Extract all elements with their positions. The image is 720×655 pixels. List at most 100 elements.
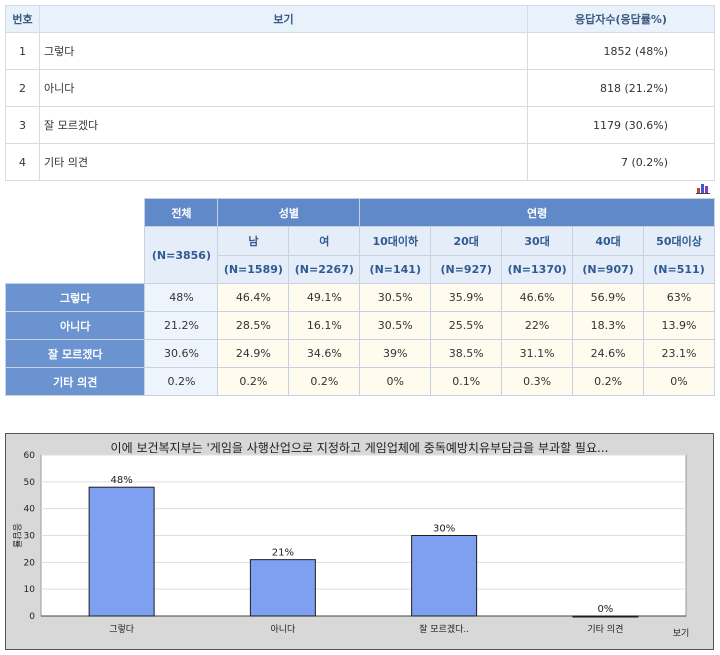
header-num: 번호 [5, 5, 40, 33]
row-responses: 1852 (48%) [527, 32, 715, 70]
row-option: 아니다 [39, 69, 528, 107]
data-label: 21% [272, 548, 294, 559]
chart-title: 이에 보건복지부는 '게임을 사행산업으로 지정하고 게임업체에 중독예방치유부… [110, 441, 609, 455]
cell: 0% [643, 367, 715, 396]
row-num: 4 [5, 143, 40, 181]
table-row: 기타 의견 0.2% 0.2% 0.2% 0% 0.1% 0.3% 0.2% 0… [4, 367, 715, 396]
cell: 22% [501, 311, 574, 340]
data-label: 48% [111, 475, 133, 486]
cell: 0.2% [572, 367, 645, 396]
row-total: 30.6% [144, 339, 219, 368]
col-n-40s: (N=907) [572, 255, 645, 284]
row-option: 기타 의견 [39, 143, 528, 181]
cell: 56.9% [572, 283, 645, 312]
table-row: 4 기타 의견 7 (0.2%) [5, 143, 715, 181]
cell: 39% [359, 339, 432, 368]
y-axis-label: 응답률 [11, 523, 23, 548]
cell: 0.2% [217, 367, 290, 396]
col-label-40s: 40대 [572, 226, 645, 256]
row-label: 그렇다 [4, 283, 146, 312]
age-header: 연령 [359, 198, 715, 227]
total-header: 전체 [144, 198, 219, 227]
cell: 16.1% [288, 311, 361, 340]
row-responses: 818 (21.2%) [527, 69, 715, 107]
cell: 46.4% [217, 283, 290, 312]
cell: 34.6% [288, 339, 361, 368]
x-axis-label: 보기 [673, 628, 690, 639]
col-label-30s: 30대 [501, 226, 574, 256]
col-n-30s: (N=1370) [501, 255, 574, 284]
cell: 46.6% [501, 283, 574, 312]
y-tick-label: 50 [24, 478, 36, 488]
row-num: 1 [5, 32, 40, 70]
cell: 0.3% [501, 367, 574, 396]
cell: 25.5% [430, 311, 503, 340]
col-label-male: 남 [217, 226, 290, 256]
row-num: 2 [5, 69, 40, 107]
cell: 23.1% [643, 339, 715, 368]
y-tick-label: 60 [24, 451, 36, 461]
y-tick-label: 40 [24, 505, 36, 515]
summary-header-row: 번호 보기 응답자수(응답률%) [5, 5, 715, 33]
bar-chart: 이에 보건복지부는 '게임을 사행산업으로 지정하고 게임업체에 중독예방치유부… [5, 433, 714, 650]
col-n-male: (N=1589) [217, 255, 290, 284]
col-label-teens: 10대이하 [359, 226, 432, 256]
row-responses: 1179 (30.6%) [527, 106, 715, 144]
row-label: 잘 모르겠다 [4, 339, 146, 368]
gender-header: 성별 [217, 198, 361, 227]
y-tick-label: 30 [24, 532, 36, 542]
cell: 35.9% [430, 283, 503, 312]
cell: 24.9% [217, 339, 290, 368]
bar [249, 559, 316, 617]
cell: 31.1% [501, 339, 574, 368]
cell: 13.9% [643, 311, 715, 340]
x-tick-label: 그렇다 [109, 624, 135, 635]
x-tick-label: 잘 모르겠다.. [419, 623, 469, 635]
cell: 63% [643, 283, 715, 312]
col-label-20s: 20대 [430, 226, 503, 256]
col-n-20s: (N=927) [430, 255, 503, 284]
cell: 38.5% [430, 339, 503, 368]
table-row: 1 그렇다 1852 (48%) [5, 32, 715, 70]
bar-chart-icon[interactable] [696, 182, 710, 194]
row-total: 48% [144, 283, 219, 312]
col-n-female: (N=2267) [288, 255, 361, 284]
total-n: (N=3856) [144, 226, 219, 284]
data-label: 0% [597, 604, 613, 615]
y-tick-label: 0 [29, 612, 35, 622]
row-option: 그렇다 [39, 32, 528, 70]
col-n-50s: (N=511) [643, 255, 715, 284]
row-total: 0.2% [144, 367, 219, 396]
y-tick-label: 10 [24, 585, 36, 595]
table-row: 잘 모르겠다 30.6% 24.9% 34.6% 39% 38.5% 31.1%… [4, 339, 715, 368]
x-tick-label: 아니다 [270, 624, 296, 635]
cell: 0.2% [288, 367, 361, 396]
table-row: 그렇다 48% 46.4% 49.1% 30.5% 35.9% 46.6% 56… [4, 283, 715, 312]
header-responses: 응답자수(응답률%) [527, 5, 715, 33]
row-option: 잘 모르겠다 [39, 106, 528, 144]
bar [411, 535, 478, 617]
table-row: 아니다 21.2% 28.5% 16.1% 30.5% 25.5% 22% 18… [4, 311, 715, 340]
col-n-teens: (N=141) [359, 255, 432, 284]
table-row: 2 아니다 818 (21.2%) [5, 69, 715, 107]
table-row: 3 잘 모르겠다 1179 (30.6%) [5, 106, 715, 144]
cell: 24.6% [572, 339, 645, 368]
header-option: 보기 [39, 5, 528, 33]
crosstab-table: 전체 성별 연령 (N=3856) 남 여 10대이하 20대 30대 40대 … [4, 198, 715, 396]
cell: 30.5% [359, 283, 432, 312]
row-label: 아니다 [4, 311, 146, 340]
row-label: 기타 의견 [4, 367, 146, 396]
bar [572, 615, 639, 618]
cell: 49.1% [288, 283, 361, 312]
data-label: 30% [433, 524, 455, 535]
chart-canvas: 0 10 20 30 40 50 60 응답률 48% 그렇다 21% 아니다 30% 잘 모르겠다.. 0… [11, 451, 690, 639]
summary-table: 번호 보기 응답자수(응답률%) 1 그렇다 1852 (48%) 2 아니다 … [5, 5, 715, 181]
bar [88, 486, 155, 617]
row-responses: 7 (0.2%) [527, 143, 715, 181]
cell: 30.5% [359, 311, 432, 340]
cell: 0.1% [430, 367, 503, 396]
row-num: 3 [5, 106, 40, 144]
cell: 18.3% [572, 311, 645, 340]
cell: 0% [359, 367, 432, 396]
col-label-50s: 50대이상 [643, 226, 715, 256]
